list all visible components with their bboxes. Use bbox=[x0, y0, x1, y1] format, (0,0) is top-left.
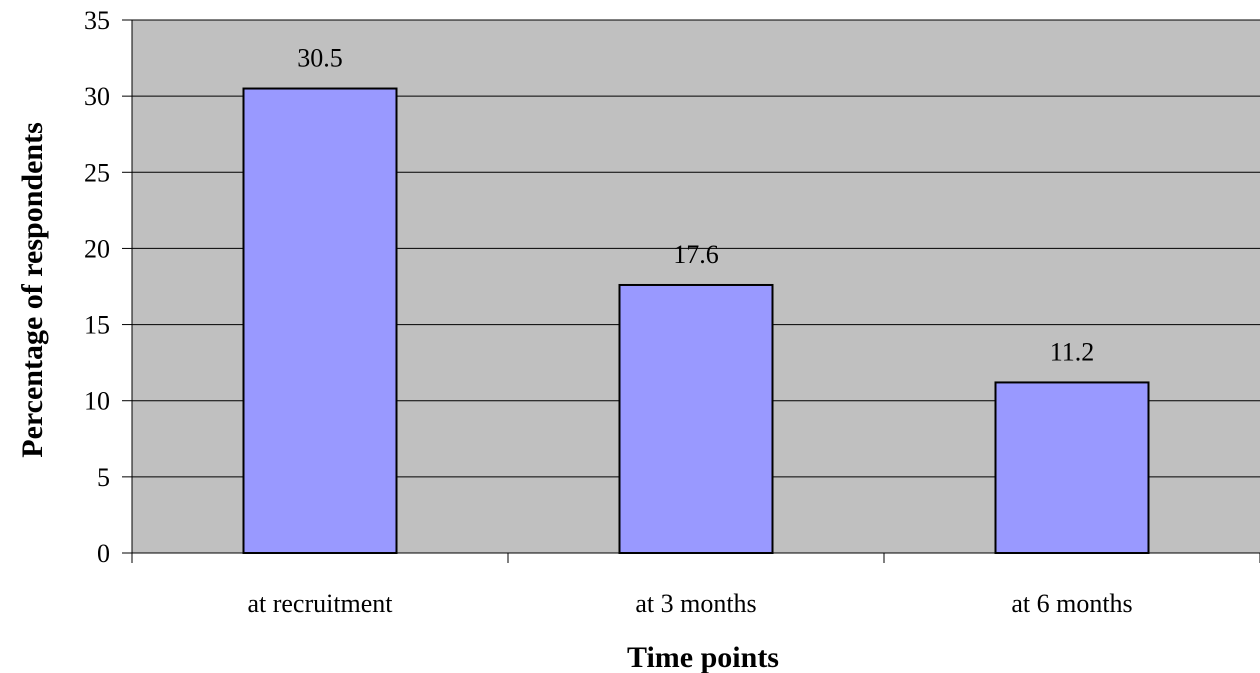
y-tick-label: 30 bbox=[84, 82, 110, 111]
data-label: 11.2 bbox=[1050, 337, 1095, 366]
y-tick-label: 20 bbox=[84, 234, 110, 263]
data-label: 17.6 bbox=[673, 240, 719, 269]
y-tick-label: 10 bbox=[84, 387, 110, 416]
x-category-label: at 3 months bbox=[635, 589, 756, 618]
x-axis-title: Time points bbox=[627, 641, 779, 673]
bar bbox=[618, 283, 774, 554]
axes bbox=[131, 20, 1260, 554]
bar bbox=[242, 87, 398, 555]
y-axis-title: Percentage of respondents bbox=[16, 122, 49, 458]
y-tick-label: 0 bbox=[97, 539, 110, 568]
x-category-label: at 6 months bbox=[1011, 589, 1132, 618]
y-tick-label: 25 bbox=[84, 158, 110, 187]
bar bbox=[994, 381, 1150, 554]
y-tick-label: 5 bbox=[97, 463, 110, 492]
data-label: 30.5 bbox=[297, 44, 343, 73]
x-category-label: at recruitment bbox=[247, 589, 393, 618]
y-tick-label: 15 bbox=[84, 311, 110, 340]
y-tick-label: 35 bbox=[84, 6, 110, 35]
bars: 30.5 17.6 11.2 bbox=[242, 44, 1150, 555]
x-axis-ticks: at recruitment at 3 months at 6 months bbox=[131, 553, 1260, 618]
y-axis-ticks: 0 5 10 15 20 25 30 35 bbox=[84, 6, 132, 568]
